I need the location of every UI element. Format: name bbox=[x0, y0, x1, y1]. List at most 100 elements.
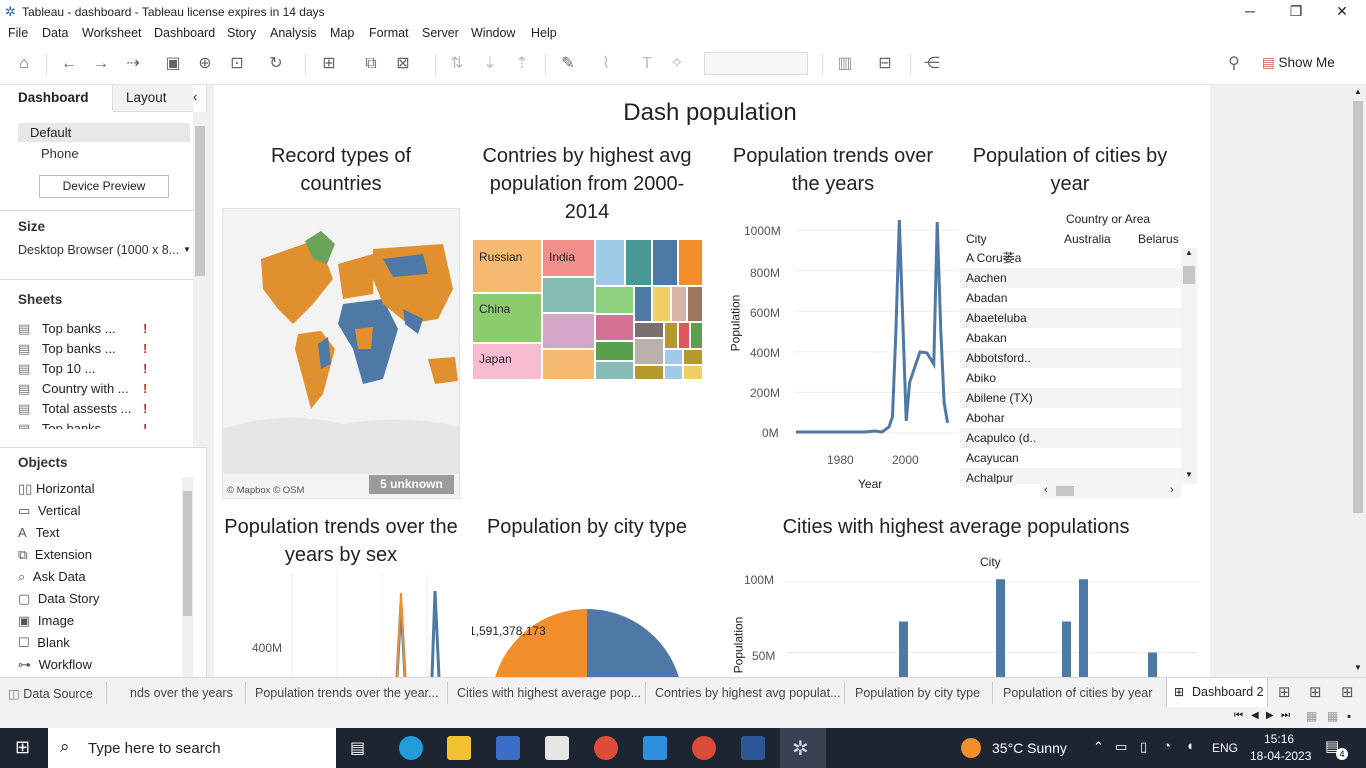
treemap-cell[interactable] bbox=[596, 287, 633, 313]
menu-analysis[interactable]: Analysis bbox=[270, 26, 317, 40]
table-row[interactable]: A Coru萎a bbox=[960, 248, 1181, 268]
sheet-item[interactable]: ▤ Total assests ...! bbox=[18, 401, 188, 421]
sheet-tab[interactable]: nds over the years bbox=[130, 686, 233, 700]
last-sheet-icon[interactable]: ⏭ bbox=[1281, 710, 1290, 721]
bars-chart[interactable]: Population 100M 50M bbox=[730, 573, 1198, 677]
treemap-cell[interactable]: Russian bbox=[473, 240, 541, 292]
pie-slice[interactable] bbox=[587, 609, 683, 677]
table-row[interactable]: Abadan bbox=[960, 288, 1181, 308]
object-workflow[interactable]: ⊶ Workflow bbox=[18, 657, 92, 673]
meet-now-icon[interactable]: ▭ bbox=[1115, 739, 1128, 754]
chrome-icon[interactable] bbox=[594, 736, 618, 760]
treemap-cell[interactable] bbox=[691, 323, 702, 348]
clear-sheet-icon[interactable]: ⊠ bbox=[396, 55, 410, 72]
sheet-tab[interactable]: Population by city type bbox=[855, 686, 981, 700]
replay-icon[interactable]: ⇢ bbox=[126, 55, 140, 72]
scroll-thumb[interactable] bbox=[1056, 486, 1074, 496]
scroll-thumb[interactable] bbox=[183, 491, 192, 616]
group-icon[interactable]: ⌇ bbox=[602, 55, 610, 72]
device-default[interactable]: Default bbox=[18, 123, 190, 142]
treemap-cell[interactable] bbox=[596, 315, 633, 340]
treemap-cell[interactable] bbox=[653, 240, 677, 285]
treemap-cell[interactable] bbox=[626, 240, 651, 285]
table-row[interactable]: Abiko bbox=[960, 368, 1181, 388]
bar[interactable] bbox=[1079, 579, 1088, 677]
object-horizontal[interactable]: ▯▯ Horizontal bbox=[18, 481, 94, 497]
device-phone[interactable]: Phone bbox=[41, 146, 79, 161]
swap-icon[interactable]: ⇅ bbox=[450, 55, 464, 72]
tableau-taskbar-icon[interactable]: ✲ bbox=[780, 728, 826, 768]
new-dashboard-icon[interactable]: ⊞ bbox=[1309, 684, 1322, 701]
show-cards-icon[interactable]: ▥ bbox=[837, 55, 853, 72]
treemap-cell[interactable] bbox=[679, 323, 689, 348]
canvas-scrollbar[interactable]: ▲ ▼ bbox=[1350, 85, 1366, 677]
scroll-up-icon[interactable]: ▲ bbox=[1354, 87, 1362, 96]
pin-dashboard-icon[interactable]: ⚲ bbox=[1228, 55, 1240, 72]
treemap-cell[interactable]: Japan bbox=[473, 344, 541, 379]
redo-icon[interactable]: → bbox=[93, 55, 109, 72]
prev-sheet-icon[interactable]: ◀ bbox=[1251, 710, 1259, 721]
close-button[interactable]: ✕ bbox=[1336, 3, 1348, 19]
tab-dashboard[interactable]: Dashboard bbox=[0, 85, 113, 112]
edge-icon[interactable] bbox=[399, 736, 423, 760]
store-icon[interactable] bbox=[496, 736, 520, 760]
share-icon[interactable]: ⋲ bbox=[924, 55, 940, 72]
object-extension[interactable]: ⧉ Extension bbox=[18, 547, 92, 563]
treemap-cell[interactable] bbox=[665, 323, 677, 348]
treemap-cell[interactable] bbox=[596, 362, 633, 379]
tab-layout[interactable]: Layout bbox=[113, 85, 193, 112]
treemap-cell[interactable] bbox=[543, 278, 594, 312]
show-me-button[interactable]: ▤ Show Me bbox=[1262, 55, 1335, 71]
treemap-cell[interactable] bbox=[684, 366, 702, 379]
sheet-item[interactable]: ▤ Top 10 ...! bbox=[18, 361, 188, 381]
treemap-cell[interactable] bbox=[596, 342, 633, 360]
menu-format[interactable]: Format bbox=[369, 26, 409, 40]
menu-worksheet[interactable]: Worksheet bbox=[82, 26, 142, 40]
bar[interactable] bbox=[1062, 621, 1071, 677]
language-indicator[interactable]: ENG bbox=[1212, 741, 1239, 755]
word-icon[interactable] bbox=[741, 736, 765, 760]
scroll-down-icon[interactable]: ▼ bbox=[1354, 663, 1362, 672]
unknown-indicator[interactable]: 5 unknown bbox=[369, 475, 454, 494]
chrome-icon[interactable] bbox=[692, 736, 716, 760]
network-icon[interactable]: ◔ bbox=[1163, 738, 1171, 753]
sorter-view-icon[interactable]: ▪ bbox=[1347, 709, 1352, 723]
sheet-tab-active[interactable]: ⊞ Dashboard 2 bbox=[1166, 678, 1268, 707]
treemap-cell[interactable] bbox=[596, 240, 624, 285]
treemap-cell[interactable] bbox=[679, 240, 702, 285]
object-text[interactable]: A Text bbox=[18, 525, 59, 540]
trend-chart[interactable]: Population 1000M 800M 600M 400M 200M 0M … bbox=[719, 208, 959, 498]
menu-map[interactable]: Map bbox=[330, 26, 355, 40]
sheet-item[interactable]: ▤ Country with ...! bbox=[18, 381, 188, 401]
treemap[interactable]: Russian India China Japan bbox=[473, 240, 702, 379]
menu-window[interactable]: Window bbox=[471, 26, 516, 40]
film-strip-icon[interactable]: ▦ bbox=[1306, 709, 1318, 723]
table-row[interactable]: Acapulco (d.. bbox=[960, 428, 1181, 448]
treemap-cell[interactable]: India bbox=[543, 240, 594, 276]
treemap-cell[interactable] bbox=[665, 350, 682, 364]
citytype-pie[interactable]: 1,591,378,173 bbox=[472, 605, 702, 677]
weather-text[interactable]: 35°C Sunny bbox=[992, 740, 1067, 756]
undo-icon[interactable]: ← bbox=[61, 55, 77, 72]
data-source-tab[interactable]: ◫ Data Source bbox=[8, 686, 93, 701]
duplicate-icon[interactable]: ⧉ bbox=[365, 55, 377, 72]
sheet-item[interactable]: ▤ Top banks ...! bbox=[18, 321, 188, 341]
scroll-thumb[interactable] bbox=[1183, 266, 1195, 284]
new-worksheet-icon[interactable]: ⊞ bbox=[1278, 684, 1291, 701]
table-row[interactable]: Aachen bbox=[960, 268, 1181, 288]
object-ask-data[interactable]: ⌕ Ask Data bbox=[18, 569, 86, 585]
table-row[interactable]: Abohar bbox=[960, 408, 1181, 428]
vscode-icon[interactable] bbox=[643, 736, 667, 760]
labels-icon[interactable]: T bbox=[642, 55, 652, 72]
device-preview-button[interactable]: Device Preview bbox=[39, 175, 169, 198]
size-select[interactable]: Desktop Browser (1000 x 8... bbox=[18, 243, 180, 257]
treemap-cell[interactable] bbox=[635, 323, 663, 337]
restore-button[interactable]: ❐ bbox=[1289, 3, 1303, 19]
mail-icon[interactable] bbox=[545, 736, 569, 760]
new-story-icon[interactable]: ⊞ bbox=[1341, 684, 1354, 701]
treemap-cell[interactable] bbox=[635, 366, 663, 379]
clock-time[interactable]: 15:16 bbox=[1264, 732, 1295, 746]
table-row[interactable]: Acayucan bbox=[960, 448, 1181, 468]
sheet-item[interactable]: ▤ Top banks ...! bbox=[18, 421, 188, 429]
save-icon[interactable]: ▣ bbox=[165, 55, 181, 72]
